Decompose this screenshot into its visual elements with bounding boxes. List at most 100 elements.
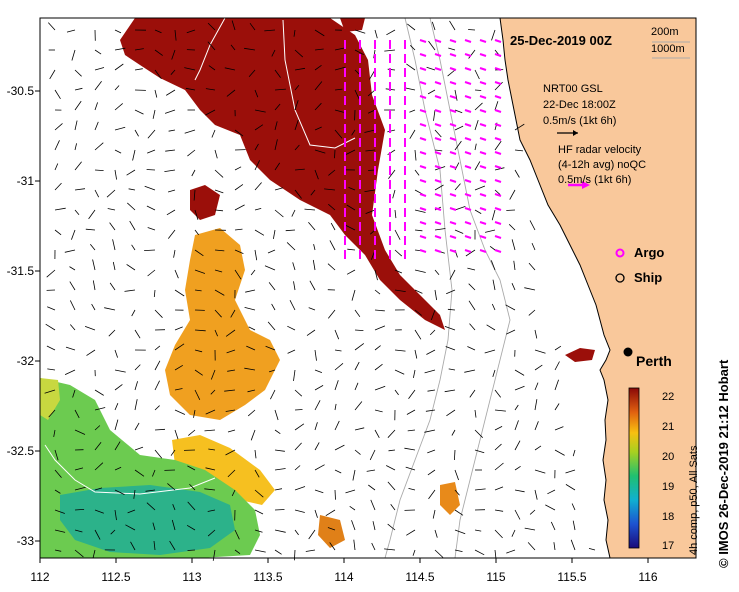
current-arrow xyxy=(424,369,436,374)
current-arrow xyxy=(153,289,156,298)
current-arrow xyxy=(131,309,136,317)
current-arrow xyxy=(84,326,96,331)
current-arrow xyxy=(126,264,136,271)
current-arrow xyxy=(254,489,264,498)
current-arrow xyxy=(449,269,456,280)
current-arrow xyxy=(414,229,423,232)
current-arrow xyxy=(314,29,325,37)
current-arrow xyxy=(207,41,216,51)
hf-arrow xyxy=(479,53,487,57)
current-arrow xyxy=(54,229,62,236)
current-arrow xyxy=(434,228,446,231)
current-arrow xyxy=(330,222,336,231)
current-arrow xyxy=(334,469,342,474)
current-arrow xyxy=(71,229,76,240)
current-arrow xyxy=(309,280,316,291)
current-arrow xyxy=(189,483,196,491)
current-arrow xyxy=(94,389,104,396)
current-arrow xyxy=(404,447,416,451)
current-arrow xyxy=(314,149,326,154)
current-arrow xyxy=(346,269,356,275)
colorbar-tick: 22 xyxy=(662,391,675,403)
current-arrow xyxy=(554,361,560,371)
current-arrow xyxy=(334,362,344,371)
current-arrow xyxy=(130,541,136,551)
current-arrow xyxy=(410,45,416,51)
hf-arrow xyxy=(494,137,502,141)
current-arrow xyxy=(125,524,136,531)
current-arrow xyxy=(146,205,156,211)
current-arrow xyxy=(349,505,356,511)
hf-arrow xyxy=(449,165,457,169)
current-arrow xyxy=(464,369,476,373)
isotherm-front xyxy=(44,444,216,495)
current-arrow xyxy=(147,129,156,139)
current-arrow xyxy=(244,367,256,371)
current-arrow xyxy=(494,529,503,539)
hf-arrow xyxy=(434,249,442,253)
current-arrow xyxy=(449,20,456,31)
hf-arrow xyxy=(434,123,442,127)
current-arrow xyxy=(514,385,525,391)
current-arrow xyxy=(92,259,96,271)
current-arrow xyxy=(170,449,176,456)
current-arrow xyxy=(308,307,316,311)
current-arrow xyxy=(74,467,84,471)
current-arrow xyxy=(234,228,243,231)
hf-arrow xyxy=(494,151,502,155)
hf-arrow xyxy=(449,109,457,113)
hf-arrow xyxy=(419,109,427,113)
current-arrow xyxy=(274,187,284,191)
current-arrow xyxy=(134,68,143,71)
current-arrow xyxy=(429,329,436,336)
current-arrow xyxy=(69,300,76,311)
current-arrow xyxy=(494,486,504,491)
current-arrow xyxy=(54,182,62,191)
current-arrow xyxy=(310,189,316,196)
current-arrow xyxy=(434,289,437,301)
current-arrow xyxy=(48,409,56,418)
hf-arrow xyxy=(449,179,457,183)
current-arrow xyxy=(588,548,596,551)
current-arrow xyxy=(114,169,117,180)
current-arrow xyxy=(134,48,144,51)
y-tick-label: -31.5 xyxy=(6,264,34,278)
colorbar-tick: 17 xyxy=(662,540,675,552)
current-arrow xyxy=(74,161,82,171)
current-arrow xyxy=(308,529,316,540)
current-arrow xyxy=(387,429,396,438)
current-arrow xyxy=(334,129,343,139)
current-arrow xyxy=(474,161,481,171)
current-arrow xyxy=(94,407,106,411)
current-arrow xyxy=(434,184,444,191)
current-arrow xyxy=(447,69,456,77)
hf-arrow xyxy=(494,235,502,239)
current-arrow xyxy=(366,469,376,472)
current-arrow xyxy=(446,289,456,295)
current-arrow xyxy=(114,509,117,521)
current-arrow xyxy=(274,88,286,91)
current-arrow xyxy=(306,329,316,336)
current-arrow xyxy=(174,269,179,279)
current-arrow xyxy=(267,321,276,331)
current-arrow xyxy=(308,221,316,231)
current-arrow xyxy=(387,68,396,71)
current-arrow xyxy=(386,29,396,36)
colorbar-tick: 18 xyxy=(662,511,675,523)
current-arrow xyxy=(164,169,176,172)
current-arrow xyxy=(494,167,505,171)
current-arrow xyxy=(325,509,336,517)
current-arrow xyxy=(231,489,236,497)
current-arrow xyxy=(491,29,496,41)
current-arrow xyxy=(467,267,476,271)
current-arrow xyxy=(547,489,556,495)
hf-arrow xyxy=(464,81,472,85)
hf-arrow xyxy=(419,53,427,57)
current-arrow xyxy=(345,224,356,231)
land xyxy=(499,17,697,559)
hf-arrow xyxy=(464,95,472,99)
current-arrow xyxy=(294,100,299,111)
current-arrow xyxy=(204,488,216,491)
current-arrow xyxy=(147,149,156,154)
current-arrow xyxy=(214,169,224,178)
